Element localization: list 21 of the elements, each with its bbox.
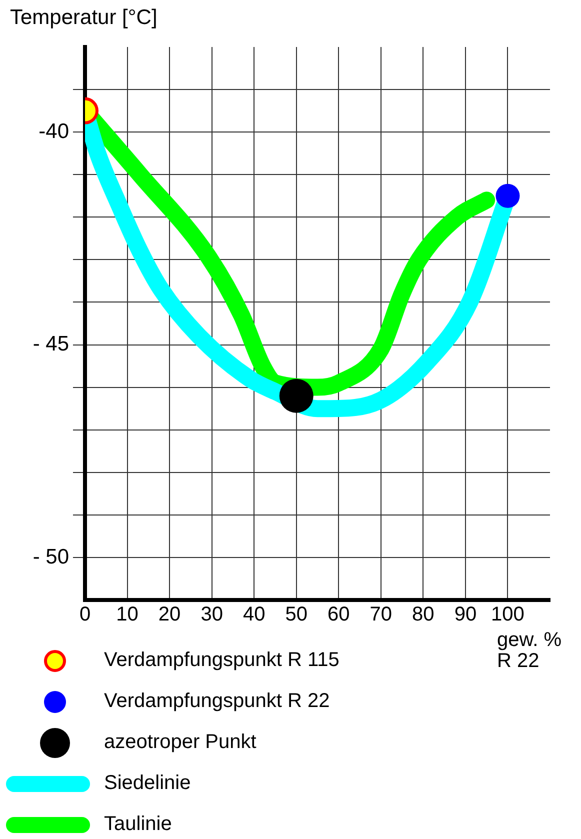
x-tick-label: 30 (200, 604, 223, 626)
x-axis-title: gew. % R 22 (497, 629, 562, 672)
legend-label: Siedelinie (104, 772, 191, 795)
x-tick-label: 40 (242, 604, 266, 626)
y-tick-label: - 45 (32, 332, 69, 356)
y-axis-title: Temperatur [°C] (10, 6, 158, 30)
x-tick-label: 10 (116, 604, 138, 626)
x-tick-label: 100 (491, 604, 524, 626)
x-tick-label: 60 (328, 604, 350, 626)
legend-label: Verdampfungspunkt R 115 (104, 649, 340, 672)
y-tick-label: -40 (38, 120, 69, 143)
legend-label: Taulinie (104, 813, 172, 836)
x-tick-label: 90 (454, 604, 477, 626)
legend-label: azeotroper Punkt (104, 731, 256, 754)
legend-label: Verdampfungspunkt R 22 (104, 690, 330, 713)
x-tick-label: 50 (285, 604, 308, 626)
x-tick-label: 20 (158, 604, 181, 626)
x-tick-label: 0 (79, 604, 91, 626)
x-tick-label: 80 (412, 604, 434, 626)
x-tick-label: 70 (370, 604, 392, 626)
y-tick-label: - 50 (32, 545, 69, 568)
